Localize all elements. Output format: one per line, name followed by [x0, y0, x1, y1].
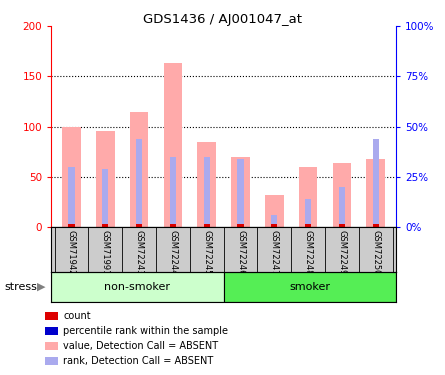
Bar: [271, 215, 277, 227]
Text: smoker: smoker: [289, 282, 330, 292]
Bar: [170, 157, 176, 227]
Bar: [238, 159, 243, 227]
Bar: [204, 157, 210, 227]
Text: GSM72247: GSM72247: [270, 231, 279, 276]
Bar: [299, 166, 317, 227]
Bar: [51, 272, 224, 302]
Bar: [136, 224, 142, 227]
Bar: [136, 139, 142, 227]
Text: count: count: [63, 311, 91, 321]
Text: percentile rank within the sample: percentile rank within the sample: [63, 326, 228, 336]
Bar: [69, 166, 74, 227]
Text: GSM72248: GSM72248: [303, 231, 313, 276]
Bar: [102, 224, 108, 227]
Bar: [265, 195, 283, 227]
Text: GSM72244: GSM72244: [168, 231, 178, 276]
Text: GSM71991: GSM71991: [101, 231, 110, 276]
Text: GSM72246: GSM72246: [236, 231, 245, 276]
Text: stress: stress: [4, 282, 37, 292]
Bar: [305, 224, 311, 227]
Bar: [373, 139, 379, 227]
Text: rank, Detection Call = ABSENT: rank, Detection Call = ABSENT: [63, 356, 214, 366]
Text: non-smoker: non-smoker: [105, 282, 170, 292]
Text: GSM72245: GSM72245: [202, 231, 211, 276]
Bar: [238, 224, 243, 227]
Text: GDS1436 / AJ001047_at: GDS1436 / AJ001047_at: [143, 13, 302, 26]
Bar: [198, 142, 216, 227]
Bar: [102, 169, 108, 227]
Bar: [62, 127, 81, 227]
Bar: [170, 224, 176, 227]
Bar: [271, 224, 277, 227]
Text: GSM72249: GSM72249: [337, 231, 347, 276]
Bar: [339, 224, 345, 227]
Bar: [164, 63, 182, 227]
Bar: [333, 163, 351, 227]
Bar: [96, 130, 114, 227]
Bar: [373, 224, 379, 227]
Bar: [224, 272, 396, 302]
Text: GSM71942: GSM71942: [67, 231, 76, 276]
Text: ▶: ▶: [37, 282, 45, 292]
Bar: [305, 199, 311, 227]
Bar: [130, 111, 148, 227]
Bar: [69, 224, 74, 227]
Text: value, Detection Call = ABSENT: value, Detection Call = ABSENT: [63, 341, 218, 351]
Bar: [231, 157, 250, 227]
Bar: [367, 159, 385, 227]
Text: GSM72243: GSM72243: [134, 231, 144, 276]
Text: GSM72250: GSM72250: [371, 231, 380, 276]
Bar: [204, 224, 210, 227]
Bar: [339, 187, 345, 227]
